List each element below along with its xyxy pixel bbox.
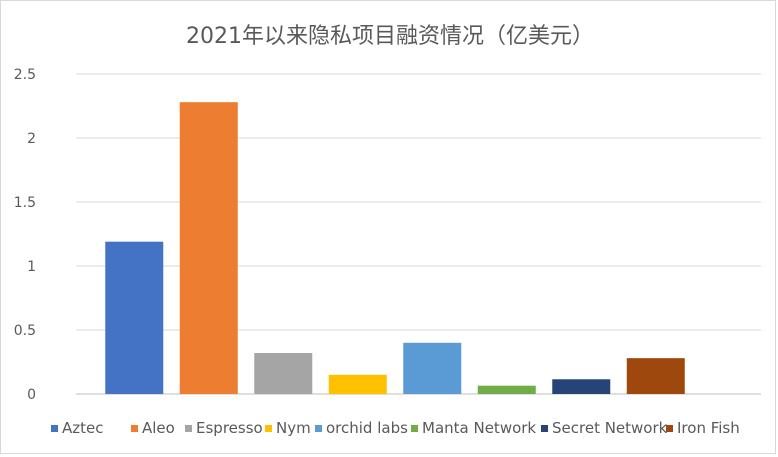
legend-label: Secret Network: [552, 419, 668, 437]
bar-manta-network: [477, 385, 536, 394]
legend: Aztec Aleo Espresso Nym orchid labs Manta Net…: [51, 419, 740, 437]
y-tick-label: 0: [27, 387, 36, 403]
y-tick-label: 2.5: [14, 67, 36, 83]
bar-aztec: [105, 241, 164, 394]
bar-aleo: [179, 102, 238, 394]
legend-swatch: [131, 425, 138, 432]
legend-label: Nym: [276, 419, 311, 437]
bar-secret-network: [552, 379, 611, 394]
bar-espresso: [254, 353, 313, 394]
legend-label: Aztec: [62, 419, 104, 437]
legend-label: Aleo: [142, 419, 175, 437]
y-tick-label: 0.5: [14, 323, 36, 339]
legend-label: orchid labs: [326, 419, 408, 437]
chart-title: 2021年以来隐私项目融资情况（亿美元）: [186, 24, 594, 49]
legend-swatch: [315, 425, 322, 432]
legend-swatch: [411, 425, 418, 432]
y-tick-label: 2: [27, 131, 36, 147]
bar-nym: [328, 374, 387, 394]
legend-label: Espresso: [196, 419, 263, 437]
legend-swatch: [666, 425, 673, 432]
bar-orchid-labs: [403, 342, 462, 394]
legend-swatch: [265, 425, 272, 432]
bars: [105, 102, 685, 394]
legend-label: Manta Network: [422, 419, 536, 437]
y-axis: 2.5 2 1.5 1 0.5 0: [14, 67, 36, 403]
legend-label: Iron Fish: [677, 419, 740, 437]
legend-swatch: [51, 425, 58, 432]
y-tick-label: 1: [27, 259, 36, 275]
legend-swatch: [541, 425, 548, 432]
legend-swatch: [185, 425, 192, 432]
bar-iron-fish: [626, 358, 685, 394]
y-tick-label: 1.5: [14, 195, 36, 211]
